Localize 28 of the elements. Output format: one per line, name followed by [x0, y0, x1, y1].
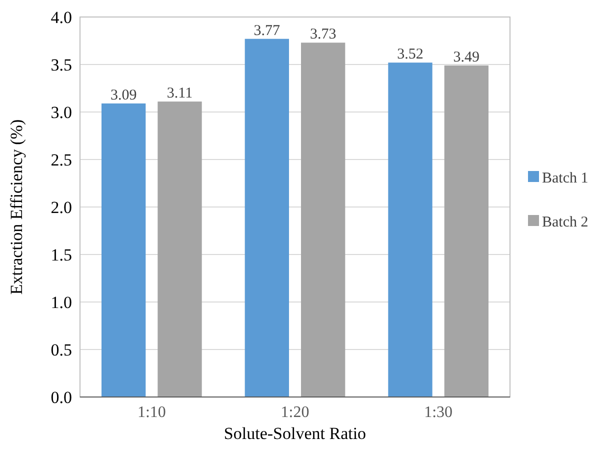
y-tick-label: 1.5: [50, 245, 72, 264]
x-axis-title: Solute-Solvent Ratio: [224, 424, 366, 443]
y-tick-label: 3.0: [50, 102, 72, 122]
y-tick-label: 1.0: [50, 292, 72, 312]
data-label: 3.11: [166, 86, 193, 102]
legend-label: Batch 1: [542, 170, 588, 186]
y-tick-label: 3.5: [50, 55, 72, 74]
bar: [388, 62, 432, 397]
data-label: 3.77: [254, 22, 281, 39]
y-tick-label: 2.0: [50, 198, 72, 217]
x-tick-label: 1:10: [137, 404, 166, 421]
data-label: 3.09: [110, 87, 137, 104]
y-tick-label: 0.0: [50, 388, 72, 407]
bar: [444, 65, 488, 397]
data-label: 3.49: [453, 49, 480, 66]
data-label: 3.52: [397, 46, 424, 63]
y-tick-label: 0.5: [50, 340, 72, 360]
data-label: 3.73: [310, 26, 336, 43]
bar: [158, 102, 202, 397]
legend-label: Batch 2: [542, 214, 588, 230]
y-axis-title: Extraction Efficiency (%): [7, 119, 26, 295]
x-tick-label: 1:20: [280, 404, 310, 421]
bar: [244, 38, 289, 397]
bar: [102, 103, 146, 397]
y-tick-label: 4.0: [50, 8, 72, 27]
x-tick-label: 1:30: [424, 404, 453, 421]
y-tick-label: 2.5: [50, 150, 72, 170]
bar: [301, 42, 346, 397]
